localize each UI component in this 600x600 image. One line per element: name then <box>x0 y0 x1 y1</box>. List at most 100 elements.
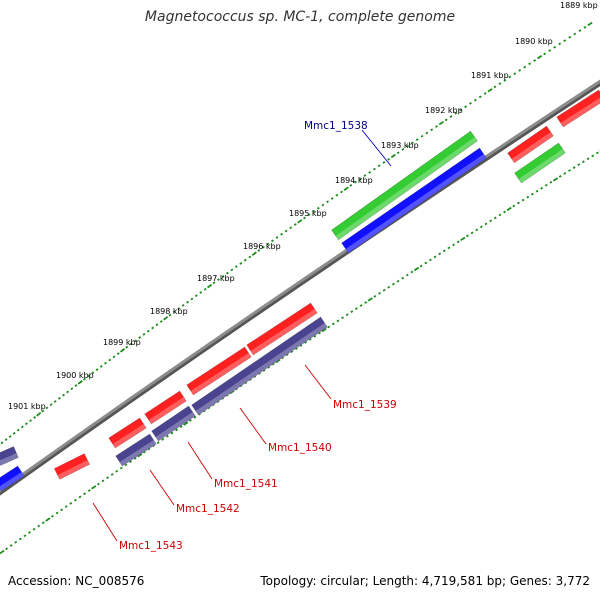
inner-tick <box>258 372 261 375</box>
outer-tick <box>159 320 163 323</box>
outer-tick <box>120 348 126 353</box>
outer-tick <box>155 323 159 327</box>
cds-block-shade <box>560 97 600 128</box>
leader-line <box>149 469 175 506</box>
outer-tick <box>307 213 311 217</box>
inner-tick <box>275 358 281 364</box>
gene-reverse-block-shade <box>119 440 157 467</box>
inner-tick <box>419 264 423 268</box>
outer-tick <box>284 229 288 233</box>
outer-tick <box>70 387 74 391</box>
outer-tick <box>372 167 376 171</box>
cds-block-shade <box>148 397 187 425</box>
outer-tick <box>57 396 61 400</box>
outer-tick <box>420 134 424 138</box>
outer-tick <box>190 297 194 301</box>
outer-tick <box>207 283 213 289</box>
outer-tick <box>293 223 297 226</box>
inner-tick <box>290 350 294 354</box>
inner-tick <box>69 501 73 505</box>
outer-tick <box>537 55 543 60</box>
inner-tick <box>401 276 405 280</box>
outer-tick <box>87 374 91 378</box>
inner-tick <box>535 189 539 193</box>
outer-tick <box>435 125 438 128</box>
inner-tick <box>225 393 229 397</box>
gene-forward-block-shade <box>345 153 487 253</box>
inner-tick <box>202 409 206 413</box>
outer-tick <box>513 72 517 76</box>
outer-tick <box>401 148 405 151</box>
cds-block-shade <box>57 460 90 480</box>
outer-tick <box>483 92 487 95</box>
outer-tick <box>104 361 107 365</box>
leader-line <box>361 129 392 167</box>
inner-tick <box>64 505 68 508</box>
cds-block <box>556 89 600 128</box>
outer-tick <box>363 174 367 177</box>
outer-tick <box>321 203 325 207</box>
inner-tick <box>327 325 331 329</box>
inner-tick <box>331 322 335 326</box>
inner-tick <box>23 534 27 538</box>
inner-tick <box>544 183 548 187</box>
outer-tick <box>20 425 24 429</box>
outer-tick <box>225 271 229 275</box>
inner-tick <box>129 460 132 464</box>
inner-tick <box>387 285 391 289</box>
inner-tick <box>175 428 178 432</box>
inner-tick <box>115 469 119 473</box>
inner-tick <box>595 151 599 155</box>
outer-tick <box>129 342 133 346</box>
outer-tick <box>41 409 45 413</box>
outer-tick <box>425 131 429 135</box>
inner-tick <box>188 419 192 422</box>
outer-tick <box>24 422 28 426</box>
inner-tick <box>161 438 165 441</box>
outer-tick <box>181 304 185 307</box>
inner-tick <box>60 508 64 512</box>
inner-tick <box>183 421 189 426</box>
inner-tick <box>96 482 100 486</box>
leader-line <box>239 407 267 445</box>
map-title: Magnetococcus sp. MC-1, complete genome <box>144 9 456 25</box>
leader-line <box>304 364 332 400</box>
inner-tick <box>110 473 114 476</box>
outer-tick <box>138 336 142 339</box>
inner-tick <box>239 384 243 388</box>
cds-block-shade <box>511 131 554 163</box>
inner-tick <box>354 307 358 310</box>
scale-label: 1899 kbp <box>103 338 141 347</box>
inner-tick <box>119 466 123 470</box>
scale-label: 1893 kbp <box>381 141 419 150</box>
inner-tick <box>503 210 506 214</box>
inner-tick <box>207 406 211 410</box>
outer-tick <box>62 393 65 397</box>
inner-tick <box>308 337 312 341</box>
inner-tick <box>442 249 446 253</box>
gene-label-mmc1-1540: Mmc1_1540 <box>268 442 332 454</box>
outer-tick <box>343 186 349 191</box>
scale-label: 1892 kbp <box>425 106 463 115</box>
inner-tick <box>37 524 41 528</box>
inner-tick <box>526 195 530 199</box>
outer-tick <box>587 21 593 27</box>
outer-tick <box>573 32 577 36</box>
scale-label: 1901 kbp <box>8 402 46 411</box>
inner-tick <box>137 453 143 458</box>
outer-tick <box>297 219 303 224</box>
outer-tick <box>66 390 70 394</box>
inner-tick <box>221 397 225 400</box>
inner-tick <box>475 228 479 232</box>
gene-reverse-block-shade <box>155 411 196 441</box>
cds-block-shade <box>190 353 252 396</box>
inner-tick <box>530 192 534 196</box>
outer-tick <box>368 170 372 174</box>
outer-tick <box>335 193 339 197</box>
inner-tick <box>73 498 77 502</box>
orf-forward-block-shade <box>518 148 566 183</box>
inner-tick <box>285 353 289 357</box>
outer-tick <box>387 157 391 161</box>
inner-tick <box>359 304 363 307</box>
outer-tick <box>271 239 274 243</box>
